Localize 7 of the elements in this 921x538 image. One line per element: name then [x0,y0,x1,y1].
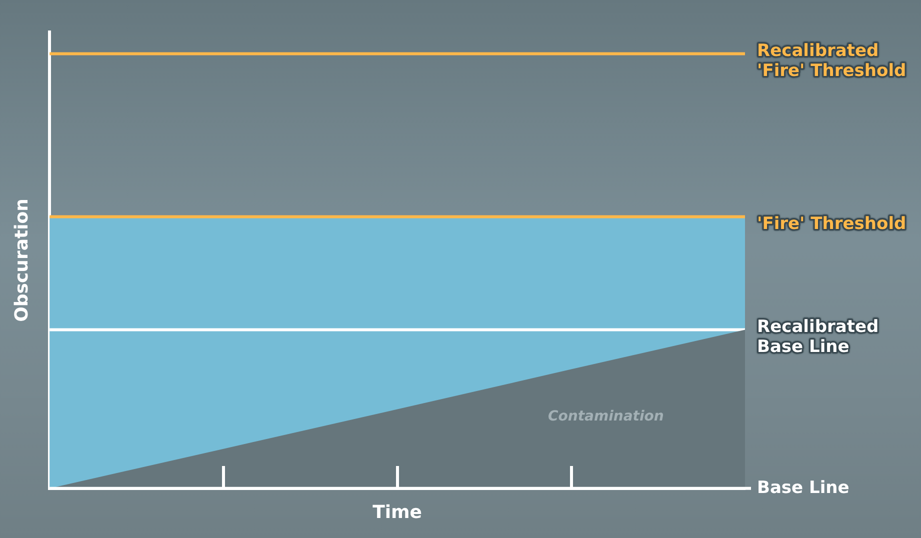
series-label: Contamination [548,408,664,425]
series-label: Recalibrated Base Line [757,317,879,358]
x-axis-title: Time [372,502,422,523]
series-label: Recalibrated 'Fire' Threshold [757,41,906,82]
ref-line-label: Base Line [757,478,850,498]
y-axis-title: Obscuration [11,198,32,322]
series-label: 'Fire' Threshold [757,214,906,234]
